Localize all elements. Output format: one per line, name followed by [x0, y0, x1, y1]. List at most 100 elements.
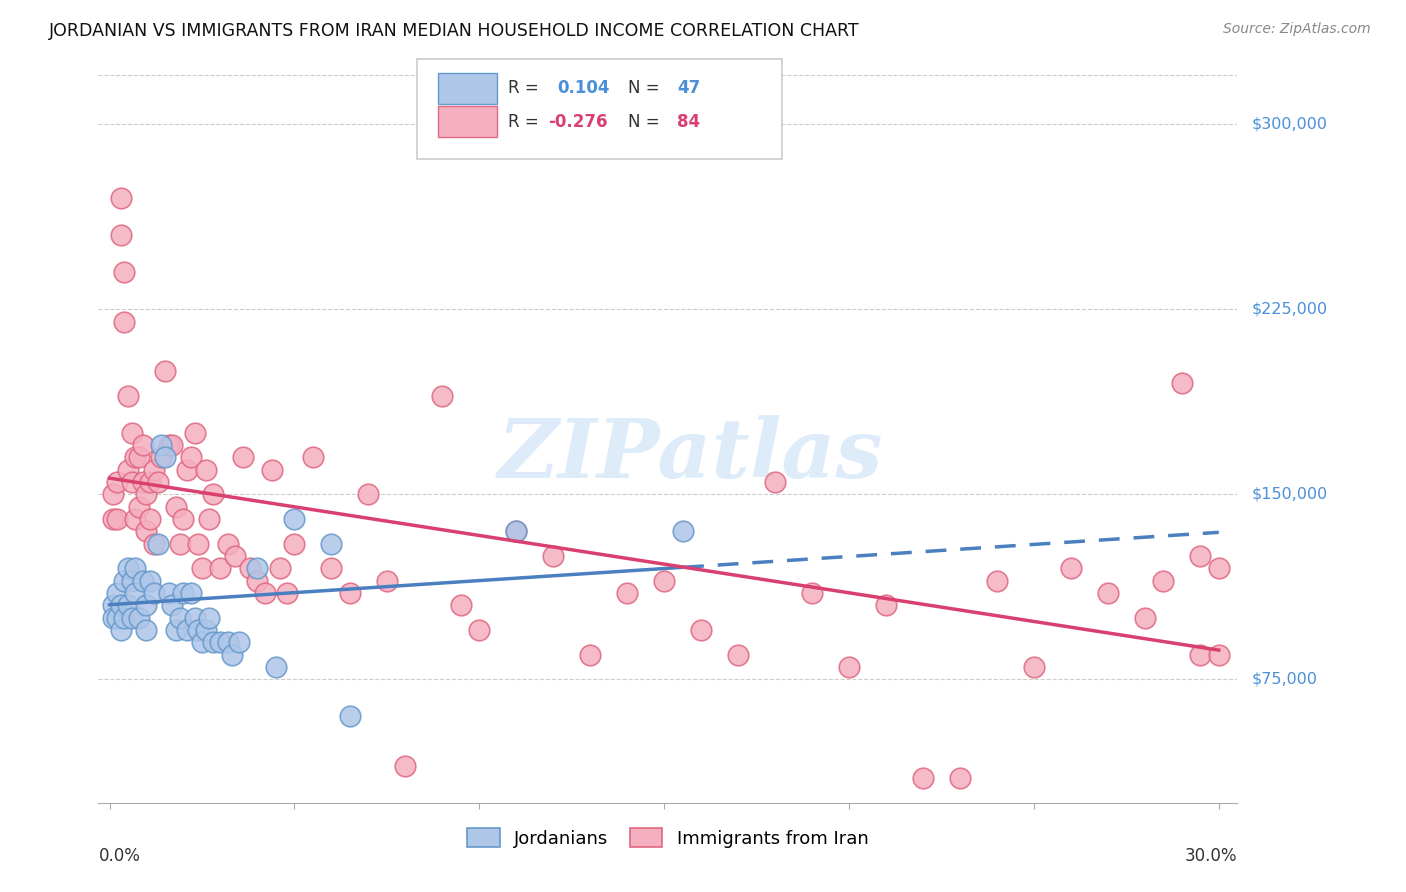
Point: [357, 487, 380, 501]
Point: [239, 561, 262, 575]
Point: [1189, 549, 1212, 563]
Point: [124, 512, 146, 526]
Point: [228, 635, 250, 649]
Point: [375, 574, 398, 588]
Point: [283, 512, 305, 526]
Point: [153, 450, 176, 465]
Point: [541, 549, 564, 563]
Point: [394, 758, 416, 772]
Point: [132, 475, 155, 489]
Text: N =: N =: [628, 79, 665, 97]
Text: 0.104: 0.104: [557, 79, 610, 97]
Point: [339, 586, 361, 600]
Point: [191, 635, 214, 649]
Text: $225,000: $225,000: [1251, 301, 1327, 317]
FancyBboxPatch shape: [437, 106, 498, 137]
Point: [1208, 648, 1230, 662]
Point: [132, 574, 155, 588]
Point: [121, 610, 143, 624]
Point: [128, 610, 150, 624]
Text: JORDANIAN VS IMMIGRANTS FROM IRAN MEDIAN HOUSEHOLD INCOME CORRELATION CHART: JORDANIAN VS IMMIGRANTS FROM IRAN MEDIAN…: [49, 22, 860, 40]
Point: [450, 599, 472, 613]
Point: [209, 561, 232, 575]
Point: [217, 536, 239, 550]
Point: [264, 660, 287, 674]
Point: [162, 599, 184, 613]
Point: [180, 450, 202, 465]
Point: [142, 462, 165, 476]
Point: [1060, 561, 1083, 575]
Point: [162, 438, 184, 452]
Point: [103, 512, 125, 526]
Point: [221, 648, 243, 662]
Point: [146, 536, 169, 550]
Point: [128, 450, 150, 465]
Point: [253, 586, 276, 600]
Point: [132, 438, 155, 452]
Point: [142, 536, 165, 550]
Point: [139, 475, 162, 489]
Point: [165, 500, 187, 514]
Point: [262, 462, 284, 476]
Point: [103, 610, 125, 624]
Point: [616, 586, 638, 600]
Point: [142, 586, 165, 600]
Point: [169, 610, 191, 624]
Point: [139, 574, 162, 588]
Point: [183, 610, 205, 624]
Text: 84: 84: [676, 112, 700, 130]
Point: [432, 389, 454, 403]
Point: [105, 475, 128, 489]
Point: [117, 561, 139, 575]
Text: 0.0%: 0.0%: [98, 847, 141, 865]
Point: [209, 635, 232, 649]
Point: [110, 191, 132, 205]
Point: [1133, 610, 1156, 624]
Point: [135, 599, 157, 613]
Point: [112, 265, 135, 279]
Text: 47: 47: [676, 79, 700, 97]
Point: [505, 524, 527, 539]
Point: [110, 599, 132, 613]
Point: [139, 512, 162, 526]
Point: [110, 623, 132, 637]
Point: [112, 574, 135, 588]
Point: [652, 574, 675, 588]
Point: [468, 623, 491, 637]
Point: [135, 487, 157, 501]
Point: [165, 623, 187, 637]
FancyBboxPatch shape: [418, 59, 782, 159]
Point: [153, 364, 176, 378]
Point: [121, 574, 143, 588]
Point: [339, 709, 361, 723]
Point: [112, 610, 135, 624]
Point: [103, 487, 125, 501]
Point: [194, 623, 217, 637]
Point: [198, 610, 221, 624]
Text: N =: N =: [628, 112, 665, 130]
Text: $300,000: $300,000: [1251, 117, 1327, 132]
Point: [110, 228, 132, 243]
Point: [121, 475, 143, 489]
Text: R =: R =: [509, 79, 544, 97]
Point: [302, 450, 325, 465]
Point: [217, 635, 239, 649]
Point: [117, 462, 139, 476]
Point: [1097, 586, 1119, 600]
Point: [505, 524, 527, 539]
Point: [135, 524, 157, 539]
Point: [180, 586, 202, 600]
Point: [172, 512, 194, 526]
Text: 30.0%: 30.0%: [1185, 847, 1237, 865]
Point: [128, 500, 150, 514]
Text: -0.276: -0.276: [548, 112, 607, 130]
Point: [183, 425, 205, 440]
Text: $75,000: $75,000: [1251, 672, 1317, 687]
Point: [672, 524, 695, 539]
Point: [579, 648, 602, 662]
Point: [124, 561, 146, 575]
Point: [1208, 561, 1230, 575]
Point: [105, 586, 128, 600]
Point: [801, 586, 824, 600]
Point: [727, 648, 749, 662]
